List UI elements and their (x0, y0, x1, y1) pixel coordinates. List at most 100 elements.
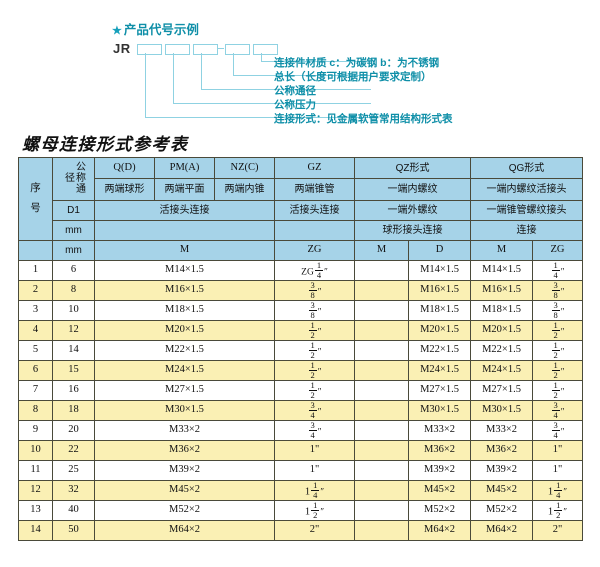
cell-qz-d: M20×1.5 (407, 319, 472, 341)
header-row-desc2: D1 活接头连接 活接头连接 一端外螺纹 一端锥管螺纹接头 (19, 199, 584, 221)
cell-qg-m: M36×2 (470, 439, 534, 461)
cell-m-left: M30×1.5 (94, 399, 275, 421)
cell-gz-zg: 3 4 ″ (274, 399, 355, 421)
cell-qg-zg: 3 4 ″ (532, 399, 584, 421)
cell-qz-d: M64×2 (407, 519, 472, 541)
cell-seq: 2 (18, 279, 53, 301)
cell-gz-zg: 1 1 4 ″ (274, 479, 355, 501)
product-code-diagram: ★ 产品代号示例 JR 连接件材质 c：为碳钢 b：为不锈钢 总长（长度可根据用户… (0, 0, 600, 130)
header-desc-gz: 两端锥管 (274, 178, 355, 201)
cell-qz-m (354, 259, 409, 281)
cell-seq: 6 (18, 359, 53, 381)
cell-qg-m: M45×2 (470, 479, 534, 501)
cell-m-left: M45×2 (94, 479, 275, 501)
table-row: 3 10 M18×1.5 3 8 ″ M18×1.5 M18×1.5 3 8 ″ (18, 299, 584, 321)
cell-seq: 9 (18, 419, 53, 441)
header-desc3-left (94, 219, 275, 241)
header-unit-mm: mm (52, 239, 95, 261)
header-desc-qg: 一端内螺纹活接头 (470, 178, 584, 201)
cell-nominal-diameter: 50 (52, 519, 95, 541)
cell-m-left: M22×1.5 (94, 339, 275, 361)
cell-seq: 14 (18, 519, 53, 541)
leader-line-diameter-v (201, 53, 202, 89)
cell-qg-zg: 1 1 2 ″ (532, 499, 584, 521)
cell-qg-m: M18×1.5 (470, 299, 534, 321)
cell-qz-d: M16×1.5 (407, 279, 472, 301)
header-unit-m-left: M (94, 239, 275, 261)
cell-qg-zg: 1 4 ″ (532, 259, 584, 281)
cell-seq: 5 (18, 339, 53, 361)
cell-qg-zg: 1 2 ″ (532, 359, 584, 381)
header-unit-zg-gz: ZG (274, 239, 355, 261)
cell-qg-zg: 3 4 ″ (532, 419, 584, 441)
header-group-gz: GZ (274, 156, 355, 180)
header-nominal-diameter-text: 公称通径 (62, 160, 85, 194)
code-box-4 (225, 44, 250, 55)
annotation-connection-type: 连接形式：见金属软管常用结构形式表 (274, 113, 453, 125)
cell-nominal-diameter: 16 (52, 379, 95, 401)
cell-qz-m (354, 519, 409, 541)
code-dash (217, 48, 224, 49)
table-body: 1 6 M14×1.5 ZG 1 4 ″ M14×1.5 M14×1.5 1 4 ″ 2 8 M16×1.5… (18, 259, 584, 541)
cell-gz-zg: 3 8 ″ (274, 279, 355, 301)
nut-connection-spec-table: 序号 公称通径 Q(D) PM(A) NZ(C) GZ QZ形式 QG形式 两端… (18, 156, 584, 541)
cell-gz-zg: 3 4 ″ (274, 419, 355, 441)
cell-m-left: M24×1.5 (94, 359, 275, 381)
table-row: 12 32 M45×2 1 1 4 ″ M45×2 M45×2 1 1 4 ″ (18, 479, 584, 501)
cell-nominal-diameter: 6 (52, 259, 95, 281)
leader-line-diameter-h (201, 89, 371, 90)
leader-line-material-h (261, 61, 371, 62)
cell-qg-m: M27×1.5 (470, 379, 534, 401)
header-desc2-left: 活接头连接 (94, 199, 275, 221)
cell-gz-zg: 1" (274, 439, 355, 461)
cell-qg-m: M14×1.5 (470, 259, 534, 281)
header-row-desc3: mm 球形接头连接 连接 (19, 219, 584, 241)
header-unit-m-qz: M (354, 239, 409, 261)
table-row: 5 14 M22×1.5 1 2 ″ M22×1.5 M22×1.5 1 2 ″ (18, 339, 584, 361)
cell-m-left: M36×2 (94, 439, 275, 461)
annotation-pressure: 公称压力 (274, 99, 316, 111)
header-desc3-qz: 球形接头连接 (353, 219, 472, 241)
cell-gz-zg: 2" (274, 519, 355, 541)
header-unit-seq (18, 239, 53, 261)
leader-line-length-h (233, 75, 371, 76)
cell-nominal-diameter: 10 (52, 299, 95, 321)
cell-qg-zg: 1 2 ″ (532, 339, 584, 361)
header-nominal-diameter: 公称通径 (52, 157, 95, 201)
header-desc-pma: 两端平面 (154, 178, 215, 201)
cell-qz-m (354, 459, 409, 481)
cell-m-left: M14×1.5 (94, 259, 275, 281)
table-row: 10 22 M36×2 1" M36×2 M36×2 1" (18, 439, 584, 461)
cell-nominal-diameter: 14 (52, 339, 95, 361)
cell-nominal-diameter: 8 (52, 279, 95, 301)
product-code-title-text: 产品代号示例 (123, 23, 199, 37)
cell-seq: 3 (18, 299, 53, 321)
cell-qz-m (354, 319, 409, 341)
leader-line-conntype-h (145, 117, 371, 118)
cell-qz-m (354, 299, 409, 321)
table-row: 4 12 M20×1.5 1 2 ″ M20×1.5 M20×1.5 1 2 ″ (18, 319, 584, 341)
cell-qz-d: M45×2 (407, 479, 472, 501)
table-row: 6 15 M24×1.5 1 2 ″ M24×1.5 M24×1.5 1 2 ″ (18, 359, 584, 381)
table-title: 螺母连接形式参考表 (22, 135, 189, 154)
cell-qz-m (354, 279, 409, 301)
cell-qz-m (354, 399, 409, 421)
cell-qz-m (354, 419, 409, 441)
cell-gz-zg: 1" (274, 459, 355, 481)
cell-m-left: M27×1.5 (94, 379, 275, 401)
code-prefix-label: JR (113, 41, 131, 56)
cell-qg-zg: 1 1 4 ″ (532, 479, 584, 501)
cell-seq: 10 (18, 439, 53, 461)
cell-qz-m (354, 439, 409, 461)
leader-line-material-v (261, 53, 262, 61)
cell-nominal-diameter: 15 (52, 359, 95, 381)
cell-m-left: M33×2 (94, 419, 275, 441)
header-row-units: mm M ZG M D M ZG (18, 239, 584, 261)
cell-qz-d: M22×1.5 (407, 339, 472, 361)
header-group-qg: QG形式 (470, 156, 584, 180)
cell-qz-m (354, 339, 409, 361)
cell-qz-d: M52×2 (407, 499, 472, 521)
header-seq-line1: 序 (30, 181, 41, 194)
leader-line-pressure-v (173, 53, 174, 103)
cell-qz-m (354, 479, 409, 501)
